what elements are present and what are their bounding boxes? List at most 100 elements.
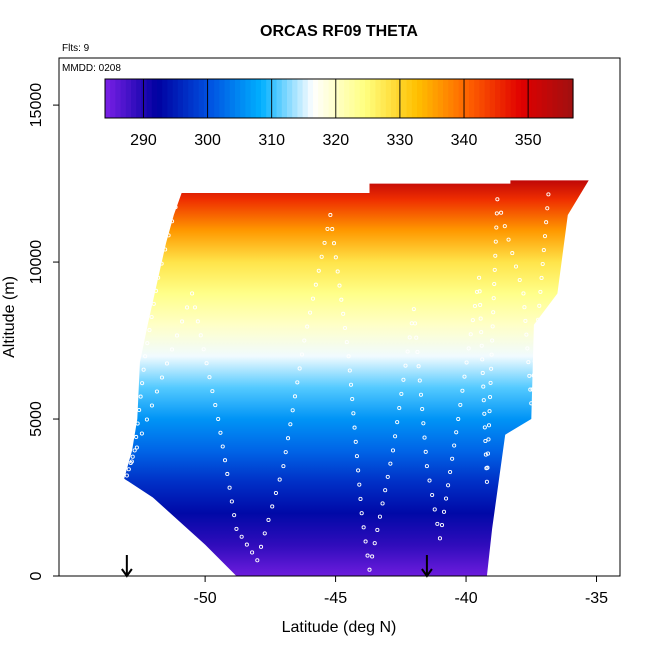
colorbar-swatch [229, 79, 236, 118]
x-tick-label: -40 [454, 590, 477, 607]
colorbar-swatch [167, 79, 174, 118]
colorbar-swatch [469, 79, 475, 118]
track-point [483, 452, 488, 457]
track-point [478, 316, 483, 321]
plot-frame [58, 57, 621, 577]
track-point [198, 333, 203, 338]
track-point [325, 226, 330, 231]
track-point [305, 324, 310, 329]
track-point [270, 504, 275, 509]
track-point [523, 318, 528, 323]
colorbar-swatch [219, 79, 226, 118]
colorbar-swatch [552, 79, 558, 118]
track-point [135, 421, 140, 426]
track-point [482, 411, 487, 416]
colorbar-swatch [105, 79, 111, 118]
track-point [472, 303, 477, 309]
colorbar-swatch [287, 79, 293, 118]
track-point [390, 448, 396, 453]
y-tick-label: 15000 [28, 83, 45, 128]
track-point [151, 301, 156, 306]
colorbar-swatch [401, 79, 408, 118]
track-point [342, 325, 348, 331]
colorbar-swatch [521, 79, 527, 118]
colorbar-swatch [359, 79, 366, 118]
track-point [525, 346, 530, 351]
track-point [225, 471, 230, 477]
track-point [488, 380, 493, 385]
colorbar-swatch [557, 79, 564, 118]
flights-annotation: Flts: 9 [62, 43, 90, 54]
track-point [452, 443, 457, 448]
colorbar-swatch [261, 79, 267, 118]
track-point [388, 461, 393, 466]
track-point [524, 332, 529, 337]
colorbar-swatch [495, 79, 501, 118]
track-point [359, 511, 364, 516]
colorbar-swatch [391, 79, 397, 118]
track-point [446, 483, 451, 488]
track-point [541, 248, 546, 253]
colorbar-swatch [411, 79, 418, 118]
track-point [405, 349, 410, 354]
track-point [437, 536, 443, 541]
colorbar-swatch [432, 79, 439, 118]
track-point [542, 234, 548, 239]
y-tick-label: 10000 [28, 240, 45, 285]
track-point [348, 382, 354, 387]
track-point [363, 539, 368, 544]
track-point [153, 288, 159, 293]
track-point [424, 464, 429, 469]
track-point [483, 438, 488, 444]
track-point [255, 558, 260, 563]
track-point [517, 277, 522, 283]
colorbar-swatch [141, 79, 148, 118]
track-point [244, 542, 249, 547]
colorbar-swatch [489, 79, 496, 118]
track-point [474, 289, 480, 294]
colorbar: 290 300 310 320 330 340 350 [104, 78, 574, 149]
track-point [229, 499, 234, 504]
track-point [494, 211, 499, 216]
colorbar-swatch [500, 79, 506, 118]
track-point [485, 451, 491, 456]
track-point [258, 544, 264, 549]
track-point [528, 387, 533, 392]
colorbar-tick-label: 290 [130, 132, 157, 149]
colorbar-tick-label: 300 [194, 132, 221, 149]
track-point [489, 352, 494, 357]
colorbar-swatch [313, 79, 319, 118]
track-point [333, 255, 338, 260]
track-point [147, 328, 152, 333]
track-point [480, 370, 485, 376]
track-point [418, 392, 424, 397]
track-point [477, 275, 482, 280]
track-point [432, 507, 437, 512]
colorbar-swatch [375, 79, 382, 118]
colorbar-swatch [453, 79, 460, 118]
track-point [487, 409, 492, 414]
track-point [347, 368, 352, 373]
colorbar-swatch [531, 79, 538, 118]
track-point [149, 403, 154, 408]
track-point [510, 251, 515, 256]
colorbar-swatch [302, 79, 309, 118]
track-point [495, 197, 500, 202]
track-point [540, 261, 545, 267]
track-point [422, 435, 427, 440]
track-point [124, 473, 129, 478]
track-point [532, 359, 537, 364]
colorbar-swatch [224, 79, 231, 118]
colorbar-swatch [177, 79, 184, 118]
track-point [232, 513, 237, 518]
track-point [486, 437, 491, 442]
track-point [220, 444, 225, 449]
track-point [195, 319, 200, 324]
track-point [470, 318, 475, 323]
colorbar-swatch [172, 79, 179, 118]
colorbar-swatch [354, 79, 361, 118]
track-point [534, 331, 540, 336]
track-point [411, 307, 416, 312]
track-point [216, 416, 221, 422]
track-point [544, 220, 549, 225]
